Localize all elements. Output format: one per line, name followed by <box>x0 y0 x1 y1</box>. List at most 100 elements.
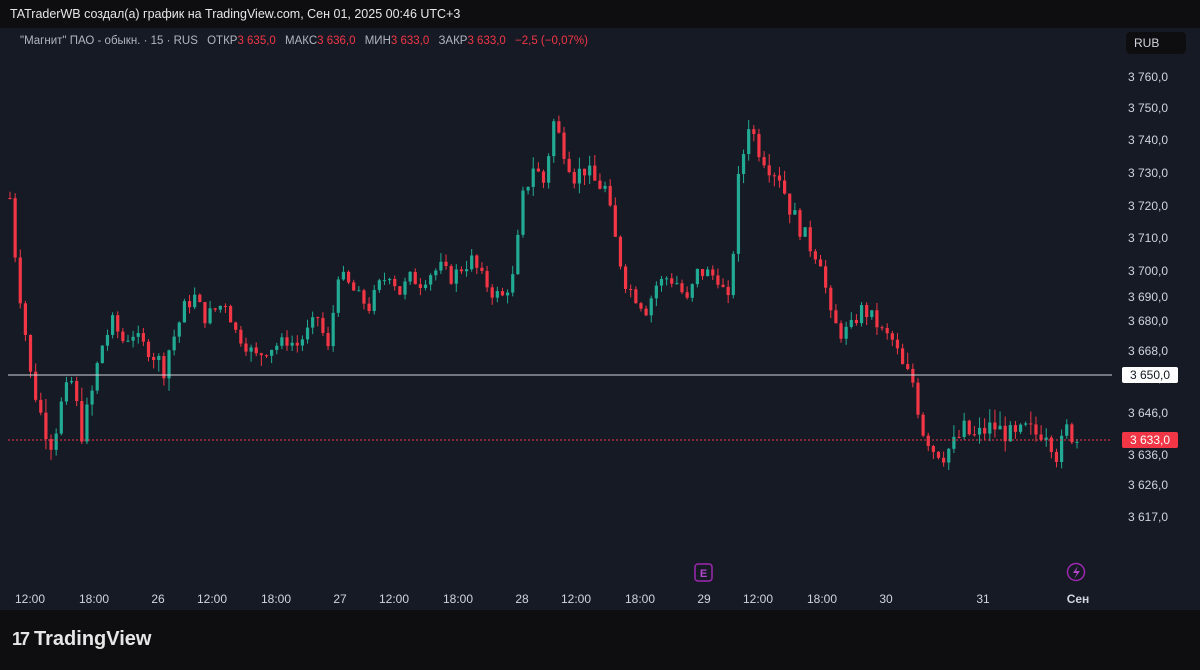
candle-body <box>557 121 561 133</box>
candle-body <box>762 157 766 166</box>
candle-body <box>18 257 22 304</box>
candle-body <box>562 132 566 159</box>
candle-body <box>444 261 448 267</box>
candle-body <box>818 259 823 267</box>
candle-body <box>998 425 1002 430</box>
logo-text: TradingView <box>34 628 152 650</box>
candle-body <box>921 414 925 436</box>
candle-body <box>793 210 797 215</box>
candle-body <box>1024 423 1028 425</box>
candle-body <box>988 422 992 434</box>
y-tick-label: 3 646,0 <box>1128 406 1168 420</box>
x-tick-label: 18:00 <box>261 592 291 606</box>
x-tick-label: 29 <box>697 592 711 606</box>
candle-body <box>623 266 628 289</box>
candle-body <box>870 310 874 318</box>
candle-body <box>618 236 623 267</box>
candle-body <box>54 433 58 450</box>
candle-body <box>880 327 884 329</box>
candle-body <box>208 308 212 324</box>
candle-body <box>839 323 843 339</box>
last-price-label: 3 633,0 <box>1130 433 1170 447</box>
candle-body <box>613 205 617 237</box>
candle-body <box>362 290 366 304</box>
candle-body <box>136 333 140 337</box>
candle-body <box>906 364 910 369</box>
y-tick-label: 3 710,0 <box>1128 231 1168 245</box>
candle-body <box>429 275 433 285</box>
candle-body <box>146 341 151 357</box>
candle-body <box>470 255 474 270</box>
x-tick-label: 26 <box>151 592 165 606</box>
candle-body <box>490 287 494 298</box>
candle-body <box>952 436 956 449</box>
candle-body <box>844 326 848 339</box>
candle-body <box>639 303 643 309</box>
candle-body <box>690 284 694 298</box>
candle-body <box>300 339 304 346</box>
candle-body <box>813 251 817 260</box>
candle-body <box>531 168 535 187</box>
candle-body <box>121 331 125 342</box>
y-tick-label: 3 636,0 <box>1128 448 1168 462</box>
candle-body <box>947 448 951 463</box>
earnings-e-icon <box>694 563 713 582</box>
candle-body <box>1029 423 1033 425</box>
candle-body <box>629 288 633 290</box>
y-tick-label: 3 617,0 <box>1128 510 1168 524</box>
candle-body <box>116 315 120 332</box>
candle-body <box>80 401 84 442</box>
candlestick-chart[interactable]: 3 760,0 3 750,0 3 740,0 3 730,0 3 720,0 3 710… <box>0 28 1200 610</box>
candle-body <box>1018 424 1023 432</box>
candle-body <box>1070 424 1074 443</box>
y-tick-label: 3 720,0 <box>1128 199 1168 213</box>
y-tick-label: 3 626,0 <box>1128 478 1168 492</box>
candle-body <box>423 284 428 288</box>
candle-body <box>577 168 582 184</box>
chart-panel[interactable] <box>0 28 1200 610</box>
candle-body <box>90 390 94 405</box>
currency-button[interactable]: RUB <box>1126 32 1186 54</box>
candle-body <box>213 308 217 310</box>
candle-body <box>695 268 699 285</box>
candle-body <box>983 427 987 434</box>
symbol-label[interactable]: "Магнит" ПАО - обыкн. · 15 · RUS <box>20 35 198 47</box>
candle-body <box>849 319 853 327</box>
candle-body <box>1075 441 1079 443</box>
candle-body <box>244 343 248 352</box>
candle-body <box>747 129 751 154</box>
candle-body <box>439 261 443 271</box>
candle-body <box>1054 451 1059 462</box>
attribution-text: TATraderWB создал(а) график на TradingVi… <box>10 7 461 21</box>
candle-body <box>608 185 612 206</box>
candle-body <box>352 282 356 291</box>
candle-body <box>403 281 407 295</box>
close-label: ЗАКР <box>438 35 468 47</box>
candle-body <box>1049 437 1053 452</box>
candle-body <box>110 315 115 335</box>
candle-body <box>572 172 576 184</box>
candle-body <box>341 271 346 280</box>
candle-body <box>588 165 592 176</box>
candle-body <box>505 292 510 296</box>
candle-body <box>357 290 361 292</box>
candle-body <box>131 336 135 341</box>
candle-body <box>777 175 782 181</box>
candle-body <box>388 278 392 281</box>
candle-body <box>100 345 104 364</box>
candle-body <box>942 457 946 463</box>
candle-body <box>649 298 653 316</box>
tradingview-logo[interactable]: 17 TradingView <box>12 628 151 651</box>
earnings-e-glyph: E <box>700 568 707 580</box>
candle-body <box>788 193 792 215</box>
x-tick-label: 18:00 <box>807 592 837 606</box>
candle-body <box>13 198 17 258</box>
candle-body <box>280 337 284 346</box>
candle-body <box>854 319 859 324</box>
candle-body <box>434 270 438 276</box>
change-value: −2,5 (−0,07%) <box>515 35 588 47</box>
candle-body <box>511 274 515 293</box>
candle-body <box>69 381 74 383</box>
candle-body <box>1039 434 1043 440</box>
ohlc-legend: "Магнит" ПАО - обыкн. · 15 · RUS ОТКР3 6… <box>20 35 588 47</box>
